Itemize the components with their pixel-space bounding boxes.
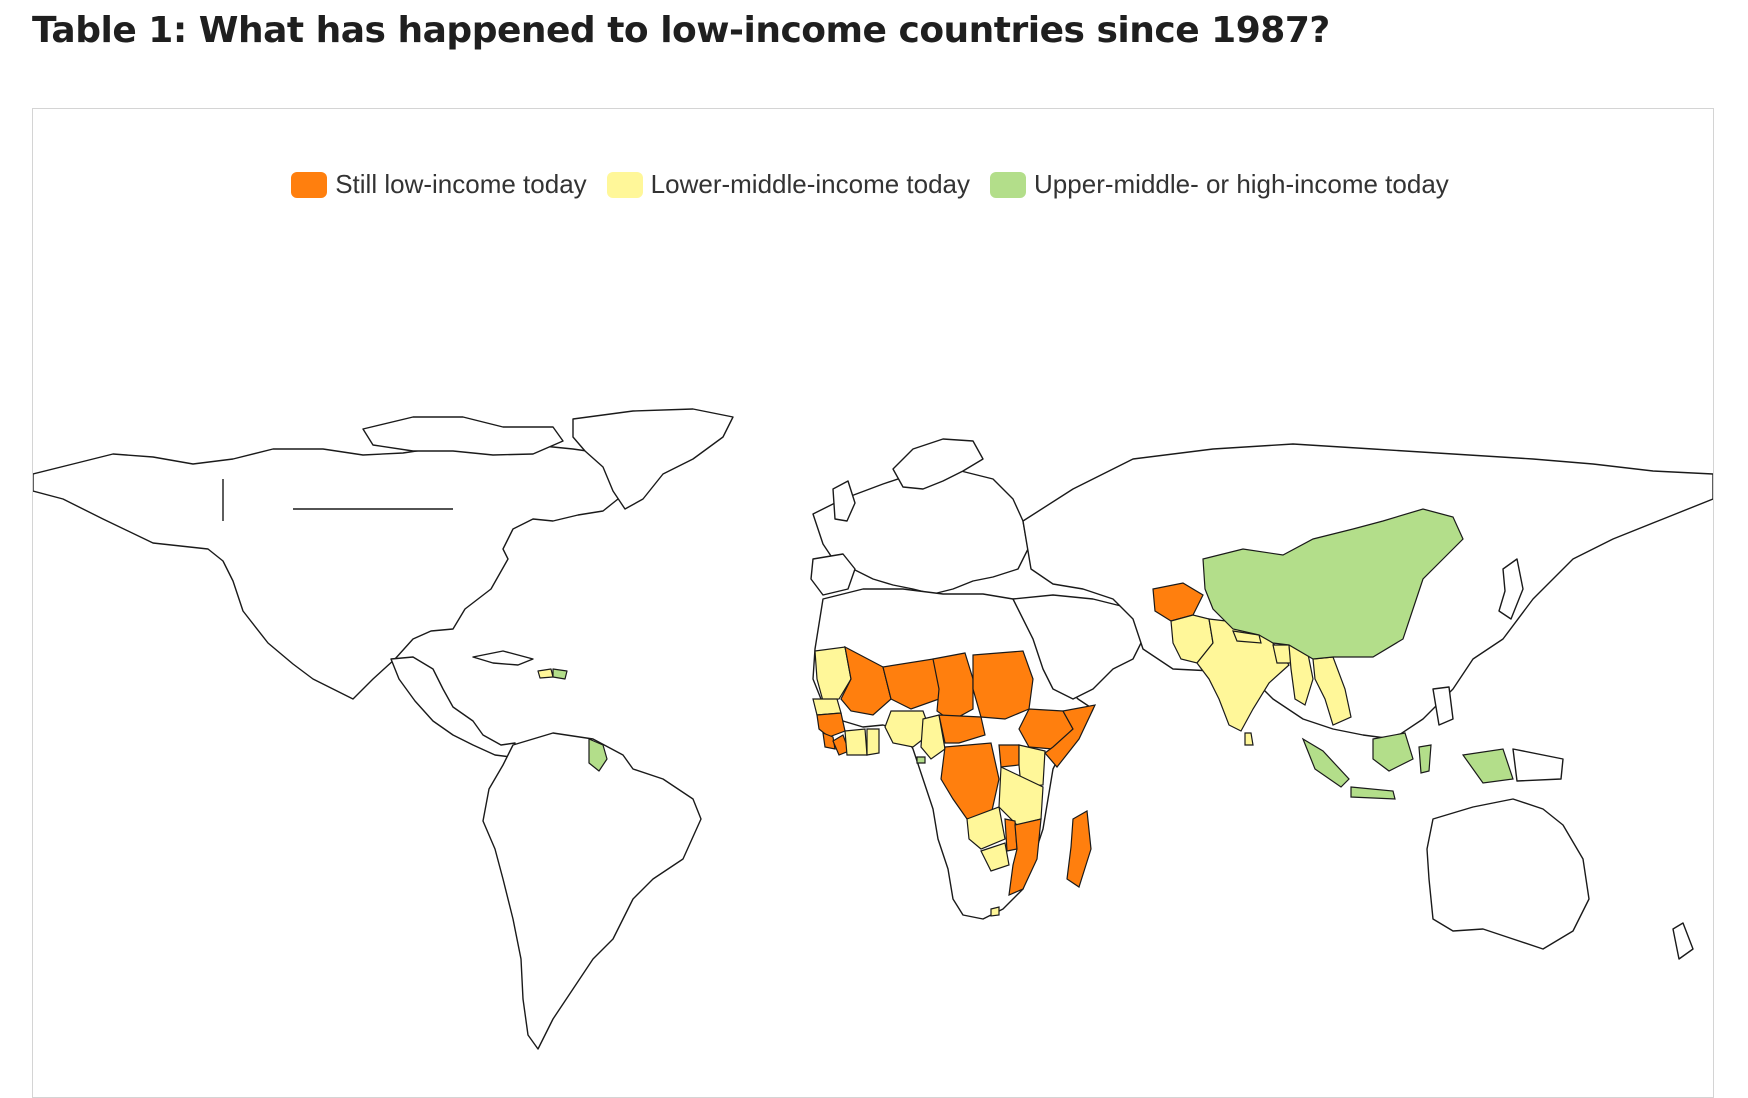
zimbabwe: [980, 842, 1010, 872]
somalia: [1044, 704, 1097, 768]
haiti: [537, 668, 554, 679]
legend-swatch-low-income: [291, 171, 328, 198]
sudan: [972, 650, 1034, 720]
japan: [1498, 558, 1524, 620]
chad: [932, 652, 974, 722]
ghana: [866, 728, 880, 756]
legend-swatch-lower-middle-income: [606, 171, 643, 198]
legend-label-lower-middle-income: Lower-middle-income today: [650, 169, 971, 199]
indonesia-sumatra: [1301, 737, 1350, 788]
philippines: [1432, 686, 1454, 726]
laos-vietnam: [1312, 656, 1352, 726]
new-zealand: [1672, 922, 1694, 960]
legend: Still low-income today Lower-middle-inco…: [33, 169, 1713, 200]
indonesia-borneo: [1372, 732, 1414, 772]
cote-divoire: [844, 728, 868, 756]
scandinavia: [892, 438, 984, 490]
indonesia-sulawesi: [1418, 744, 1432, 774]
nigeria: [884, 710, 932, 748]
legend-label-low-income: Still low-income today: [335, 169, 587, 199]
lesotho: [990, 906, 1000, 917]
iberia: [810, 553, 856, 596]
north-america: [33, 442, 624, 700]
legend-label-upper-middle-income: Upper-middle- or high-income today: [1034, 169, 1449, 199]
guinea: [816, 712, 846, 738]
greenland: [572, 408, 734, 510]
central-america: [390, 656, 516, 758]
uganda: [998, 744, 1020, 768]
legend-item-low-income[interactable]: Still low-income today: [291, 169, 587, 200]
arctic-islands: [362, 416, 564, 456]
world-map: [33, 408, 1713, 1050]
nepal: [1232, 630, 1262, 644]
canada-east-lines: [222, 479, 453, 521]
south-america: [482, 732, 702, 1050]
dominican-republic: [552, 668, 568, 680]
madagascar: [1066, 810, 1092, 888]
indonesia-papua: [1461, 748, 1514, 784]
china: [1202, 508, 1464, 660]
sierra-leone: [822, 732, 836, 750]
uk: [832, 480, 856, 522]
png: [1512, 748, 1564, 782]
indonesia-java: [1350, 786, 1396, 800]
car: [938, 714, 986, 744]
equatorial-guinea: [916, 756, 926, 764]
page-title: Table 1: What has happened to low-income…: [32, 10, 1330, 51]
cameroon: [920, 714, 946, 760]
sri-lanka: [1244, 732, 1254, 746]
guyana: [588, 738, 608, 772]
legend-swatch-upper-middle-income: [990, 171, 1027, 198]
legend-item-lower-middle-income[interactable]: Lower-middle-income today: [606, 169, 971, 200]
malawi: [1004, 818, 1018, 852]
map-panel: Still low-income today Lower-middle-inco…: [32, 108, 1714, 1098]
senegal: [812, 698, 842, 716]
middle-east: [1012, 594, 1144, 700]
cuba: [472, 650, 534, 666]
zambia: [966, 806, 1006, 850]
mozambique: [1008, 818, 1042, 896]
australia: [1426, 798, 1590, 950]
legend-item-upper-middle-income[interactable]: Upper-middle- or high-income today: [990, 169, 1449, 200]
